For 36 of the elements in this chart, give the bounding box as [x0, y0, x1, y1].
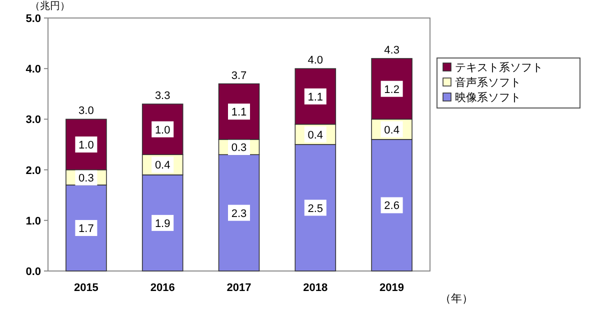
total-label: 4.3 — [384, 44, 400, 56]
data-label: 1.1 — [308, 91, 324, 104]
y-tick-label: 3.0 — [26, 114, 41, 126]
total-label: 4.0 — [308, 54, 324, 67]
data-label: 0.4 — [384, 124, 400, 136]
data-label: 1.2 — [384, 84, 400, 96]
legend-label: 音声系ソフト — [455, 76, 521, 89]
y-tick-label: 0.0 — [26, 266, 41, 278]
data-label: 1.9 — [154, 218, 170, 230]
x-axis-title: （年） — [440, 293, 473, 305]
total-label: 3.3 — [154, 90, 170, 102]
total-label: 3.7 — [231, 70, 247, 82]
total-label: 3.0 — [78, 105, 94, 118]
x-tick-label: 2015 — [74, 282, 98, 294]
data-label: 0.3 — [78, 172, 94, 184]
data-label: 0.4 — [154, 160, 170, 172]
x-tick-label: 2019 — [380, 282, 404, 294]
y-tick-label: 5.0 — [26, 13, 41, 25]
y-axis-title: （兆円） — [30, 0, 70, 12]
data-label: 1.0 — [78, 140, 94, 152]
data-label: 0.4 — [308, 129, 324, 142]
y-tick-label: 4.0 — [26, 64, 41, 76]
data-label: 2.6 — [384, 200, 400, 212]
x-tick-label: 2017 — [226, 282, 252, 294]
legend-label: テキスト系ソフト — [455, 61, 543, 74]
x-tick-label: 2016 — [150, 282, 175, 294]
data-label: 2.5 — [308, 202, 324, 215]
y-tick-label: 1.0 — [26, 215, 41, 228]
data-label: 1.7 — [78, 222, 94, 235]
y-tick-label: 2.0 — [26, 164, 41, 177]
data-label: 2.3 — [231, 208, 247, 220]
data-label: 0.3 — [231, 142, 247, 154]
data-label: 1.1 — [231, 106, 247, 119]
legend-label: 映像系ソフト — [455, 91, 521, 104]
x-tick-label: 2018 — [303, 282, 328, 294]
data-label: 1.0 — [154, 124, 170, 136]
